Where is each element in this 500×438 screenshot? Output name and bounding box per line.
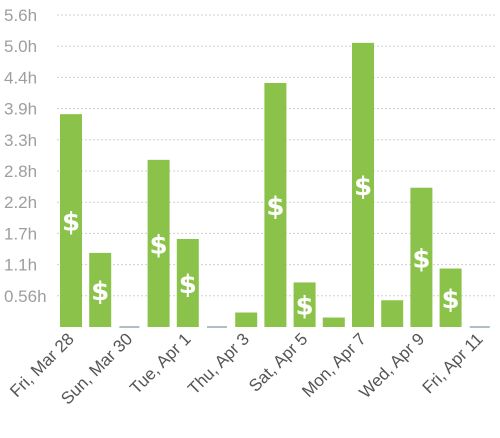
x-tick-label: Fri, Apr 11 bbox=[419, 329, 487, 397]
y-tick-label: 2.2h bbox=[4, 193, 37, 212]
y-tick-label: 3.3h bbox=[4, 131, 37, 150]
y-tick-label: 2.8h bbox=[4, 162, 37, 181]
bar[interactable] bbox=[60, 114, 82, 328]
y-tick-label: 1.1h bbox=[4, 256, 37, 275]
bar[interactable] bbox=[235, 312, 258, 327]
y-axis-ticks: 0.56h 1.1h 1.7h 2.2h 2.8h 3.3h 3.9h 4.4h 5.0h 5.6… bbox=[4, 6, 47, 306]
dollar-marker: $ bbox=[354, 172, 372, 202]
y-tick-label: 3.9h bbox=[4, 100, 37, 119]
bar[interactable] bbox=[89, 252, 112, 327]
y-tick-label: 4.4h bbox=[4, 68, 37, 87]
dollar-marker: $ bbox=[179, 270, 197, 300]
x-tick-label: Thu, Apr 3 bbox=[184, 329, 253, 398]
dollar-marker: $ bbox=[91, 277, 109, 307]
y-tick-label: 5.0h bbox=[4, 37, 37, 56]
y-tick-label: 5.6h bbox=[4, 6, 37, 25]
bar[interactable] bbox=[176, 238, 199, 327]
dollar-marker: $ bbox=[62, 208, 80, 238]
empty-bar bbox=[207, 326, 227, 328]
bar[interactable] bbox=[381, 300, 404, 327]
bar[interactable] bbox=[264, 82, 287, 327]
y-tick-label: 0.56h bbox=[4, 287, 47, 306]
empty-bar bbox=[119, 326, 140, 328]
bar[interactable] bbox=[410, 187, 433, 327]
dollar-marker: $ bbox=[150, 230, 168, 260]
empty-bar bbox=[469, 326, 490, 328]
bar[interactable] bbox=[147, 159, 170, 327]
bar[interactable] bbox=[439, 268, 462, 328]
bar[interactable] bbox=[352, 42, 374, 327]
bars: $ $ $ $ $ $ $ $ $ bbox=[60, 42, 490, 328]
dollar-marker: $ bbox=[296, 292, 314, 322]
dollar-marker: $ bbox=[442, 285, 460, 315]
dollar-marker: $ bbox=[412, 244, 430, 274]
bar[interactable] bbox=[293, 282, 316, 327]
dollar-marker: $ bbox=[266, 192, 284, 222]
bar[interactable] bbox=[322, 317, 345, 327]
y-tick-label: 1.7h bbox=[4, 224, 37, 243]
x-tick-label: Tue, Apr 1 bbox=[126, 329, 194, 397]
